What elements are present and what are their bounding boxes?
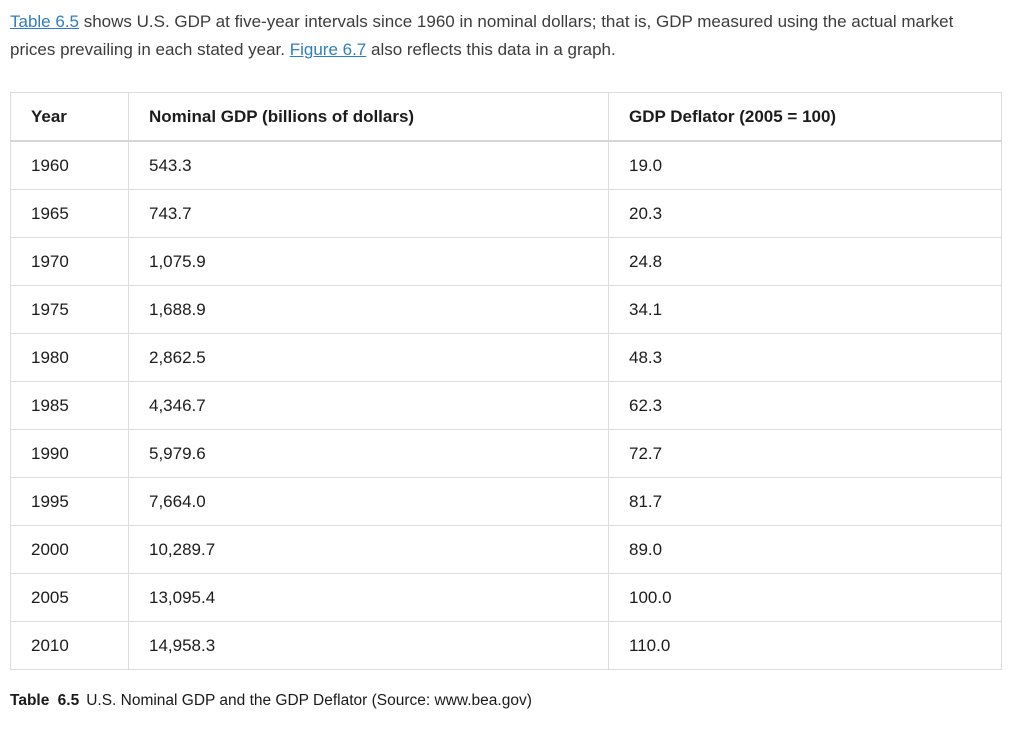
- intro-paragraph: Table 6.5 shows U.S. GDP at five-year in…: [10, 8, 995, 64]
- nominal-gdp-cell: 7,664.0: [128, 477, 609, 526]
- year-cell: 1995: [10, 477, 129, 526]
- table-row: 1965 743.7 20.3: [10, 189, 1002, 238]
- year-cell: 1980: [10, 333, 129, 382]
- gdp-deflator-cell: 48.3: [608, 333, 1002, 382]
- table-row: 2005 13,095.4 100.0: [10, 573, 1002, 622]
- year-cell: 2010: [10, 621, 129, 670]
- figure-6-7-link[interactable]: Figure 6.7: [289, 40, 367, 59]
- gdp-deflator-cell: 110.0: [608, 621, 1002, 670]
- nominal-gdp-cell: 13,095.4: [128, 573, 609, 622]
- gdp-deflator-cell: 81.7: [608, 477, 1002, 526]
- year-cell: 1990: [10, 429, 129, 478]
- intro-text-1: shows U.S. GDP at five-year intervals si…: [10, 12, 954, 59]
- table-row: 1980 2,862.5 48.3: [10, 333, 1002, 382]
- year-cell: 1960: [10, 140, 129, 190]
- gdp-deflator-cell: 24.8: [608, 237, 1002, 286]
- table-row: 1975 1,688.9 34.1: [10, 285, 1002, 334]
- nominal-gdp-cell: 4,346.7: [128, 381, 609, 430]
- gdp-deflator-cell: 100.0: [608, 573, 1002, 622]
- table-row: 1990 5,979.6 72.7: [10, 429, 1002, 478]
- table-header: Year Nominal GDP (billions of dollars) G…: [10, 92, 1002, 142]
- nominal-gdp-cell: 543.3: [128, 140, 609, 190]
- year-cell: 1985: [10, 381, 129, 430]
- nominal-gdp-cell: 5,979.6: [128, 429, 609, 478]
- nominal-gdp-cell: 2,862.5: [128, 333, 609, 382]
- nominal-gdp-cell: 743.7: [128, 189, 609, 238]
- caption-text: U.S. Nominal GDP and the GDP Deflator (S…: [86, 692, 532, 709]
- gdp-table: Year Nominal GDP (billions of dollars) G…: [10, 92, 1002, 670]
- year-cell: 1965: [10, 189, 129, 238]
- year-cell: 2000: [10, 525, 129, 574]
- column-header-nominal-gdp: Nominal GDP (billions of dollars): [128, 92, 609, 142]
- table-row: 1960 543.3 19.0: [10, 140, 1002, 190]
- year-cell: 1970: [10, 237, 129, 286]
- year-cell: 1975: [10, 285, 129, 334]
- gdp-deflator-cell: 19.0: [608, 140, 1002, 190]
- gdp-deflator-cell: 89.0: [608, 525, 1002, 574]
- column-header-gdp-deflator: GDP Deflator (2005 = 100): [608, 92, 1002, 142]
- header-row: Year Nominal GDP (billions of dollars) G…: [10, 92, 1002, 142]
- gdp-deflator-cell: 34.1: [608, 285, 1002, 334]
- nominal-gdp-cell: 1,075.9: [128, 237, 609, 286]
- table-row: 1970 1,075.9 24.8: [10, 237, 1002, 286]
- table-row: 2010 14,958.3 110.0: [10, 621, 1002, 670]
- column-header-year: Year: [10, 92, 129, 142]
- gdp-deflator-cell: 20.3: [608, 189, 1002, 238]
- year-cell: 2005: [10, 573, 129, 622]
- table-caption: Table 6.5 U.S. Nominal GDP and the GDP De…: [10, 692, 1000, 710]
- table-body: 1960 543.3 19.0 1965 743.7 20.3 1970 1,0…: [10, 140, 1002, 670]
- intro-text-2: also reflects this data in a graph.: [366, 40, 616, 59]
- table-row: 1985 4,346.7 62.3: [10, 381, 1002, 430]
- table-row: 2000 10,289.7 89.0: [10, 525, 1002, 574]
- nominal-gdp-cell: 14,958.3: [128, 621, 609, 670]
- nominal-gdp-cell: 10,289.7: [128, 525, 609, 574]
- table-row: 1995 7,664.0 81.7: [10, 477, 1002, 526]
- table-6-5-link[interactable]: Table 6.5: [10, 12, 79, 31]
- gdp-deflator-cell: 72.7: [608, 429, 1002, 478]
- caption-label: Table 6.5: [10, 692, 80, 709]
- gdp-deflator-cell: 62.3: [608, 381, 1002, 430]
- nominal-gdp-cell: 1,688.9: [128, 285, 609, 334]
